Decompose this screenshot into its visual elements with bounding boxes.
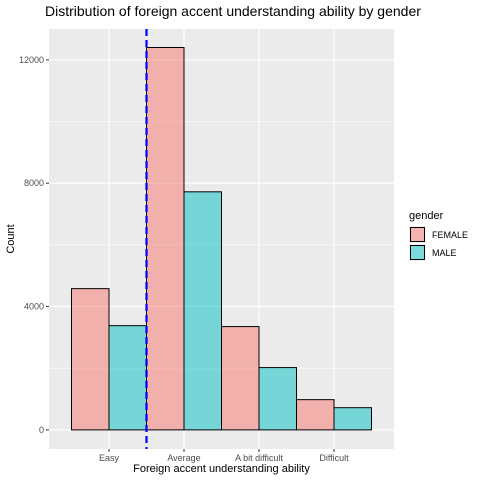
y-tick-label: 0 bbox=[39, 425, 44, 435]
bar-male-average bbox=[183, 191, 222, 431]
bar-male-difficult bbox=[333, 407, 372, 431]
bar-female-easy bbox=[71, 288, 110, 431]
legend-label: FEMALE bbox=[432, 230, 468, 240]
chart-title: Distribution of foreign accent understan… bbox=[45, 3, 421, 19]
legend-title: gender bbox=[409, 210, 444, 222]
bars bbox=[71, 47, 372, 431]
y-axis-ticks: 0 4000 8000 12000 bbox=[19, 55, 49, 435]
x-tick-label: A bit difficult bbox=[235, 453, 283, 463]
bar-male-a-bit-difficult bbox=[258, 367, 297, 431]
legend-label: MALE bbox=[432, 248, 457, 258]
bar-female-a-bit-difficult bbox=[221, 326, 260, 431]
y-axis-title: Count bbox=[5, 224, 17, 253]
legend-items: FEMALE MALE bbox=[409, 226, 468, 261]
x-tick-label: Easy bbox=[99, 453, 120, 463]
x-tick-label: Difficult bbox=[319, 453, 349, 463]
legend-swatch bbox=[410, 227, 425, 242]
x-axis-title: Foreign accent understanding ability bbox=[133, 463, 310, 475]
legend: gender FEMALE MALE bbox=[409, 210, 468, 261]
y-tick-label: 4000 bbox=[24, 302, 44, 312]
x-tick-label: Average bbox=[167, 453, 200, 463]
bar-male-easy bbox=[108, 325, 147, 431]
bar-female-average bbox=[146, 47, 185, 431]
legend-item-female: FEMALE bbox=[409, 226, 468, 243]
y-tick-label: 8000 bbox=[24, 178, 44, 188]
legend-swatch bbox=[410, 245, 425, 260]
y-tick-label: 12000 bbox=[19, 55, 44, 65]
legend-item-male: MALE bbox=[409, 244, 457, 261]
x-axis-ticks: Easy Average A bit difficult Difficult bbox=[99, 449, 349, 463]
bar-female-difficult bbox=[296, 399, 335, 431]
